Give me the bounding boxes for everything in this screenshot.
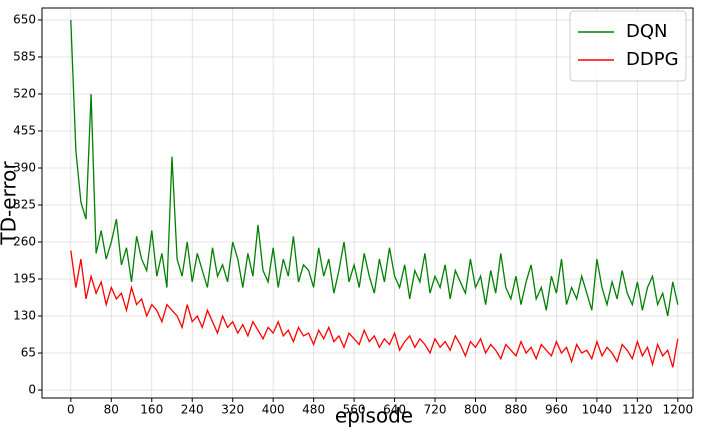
- y-tick-label: 520: [13, 86, 36, 100]
- y-tick-label: 455: [13, 123, 36, 137]
- x-tick-label: 560: [343, 403, 366, 417]
- x-tick-label: 1120: [622, 403, 653, 417]
- x-tick-label: 640: [383, 403, 406, 417]
- legend-label: DQN: [626, 21, 668, 42]
- y-tick-label: 260: [13, 235, 36, 249]
- x-tick-label: 800: [464, 403, 487, 417]
- x-tick-label: 1200: [663, 403, 694, 417]
- legend-box: [569, 10, 687, 82]
- x-tick-label: 880: [505, 403, 528, 417]
- x-tick-label: 720: [424, 403, 447, 417]
- y-tick-label: 0: [28, 383, 36, 397]
- y-tick-label: 325: [13, 197, 36, 211]
- y-tick-label: 130: [13, 309, 36, 323]
- x-tick-label: 480: [302, 403, 325, 417]
- y-tick-label: 650: [13, 12, 36, 26]
- legend: DQN DDPG: [569, 10, 687, 82]
- x-axis-label: episode: [335, 404, 413, 428]
- x-tick-label: 400: [262, 403, 285, 417]
- y-tick-label: 195: [13, 272, 36, 286]
- x-tick-label: 240: [181, 403, 204, 417]
- x-tick-label: 160: [140, 403, 163, 417]
- y-tick-label: 65: [21, 346, 36, 360]
- data-line: [70, 19, 679, 317]
- y-tick-label: 390: [13, 160, 36, 174]
- y-tick-label: 585: [13, 49, 36, 63]
- x-tick-label: 80: [104, 403, 119, 417]
- data-line: [70, 250, 679, 368]
- x-tick-label: 0: [67, 403, 75, 417]
- x-tick-label: 1040: [582, 403, 613, 417]
- plot-frame: [41, 7, 694, 399]
- y-axis-label: TD-error: [0, 161, 21, 246]
- x-tick-label: 320: [221, 403, 244, 417]
- x-tick-label: 960: [545, 403, 568, 417]
- legend-label: DDPG: [626, 49, 679, 70]
